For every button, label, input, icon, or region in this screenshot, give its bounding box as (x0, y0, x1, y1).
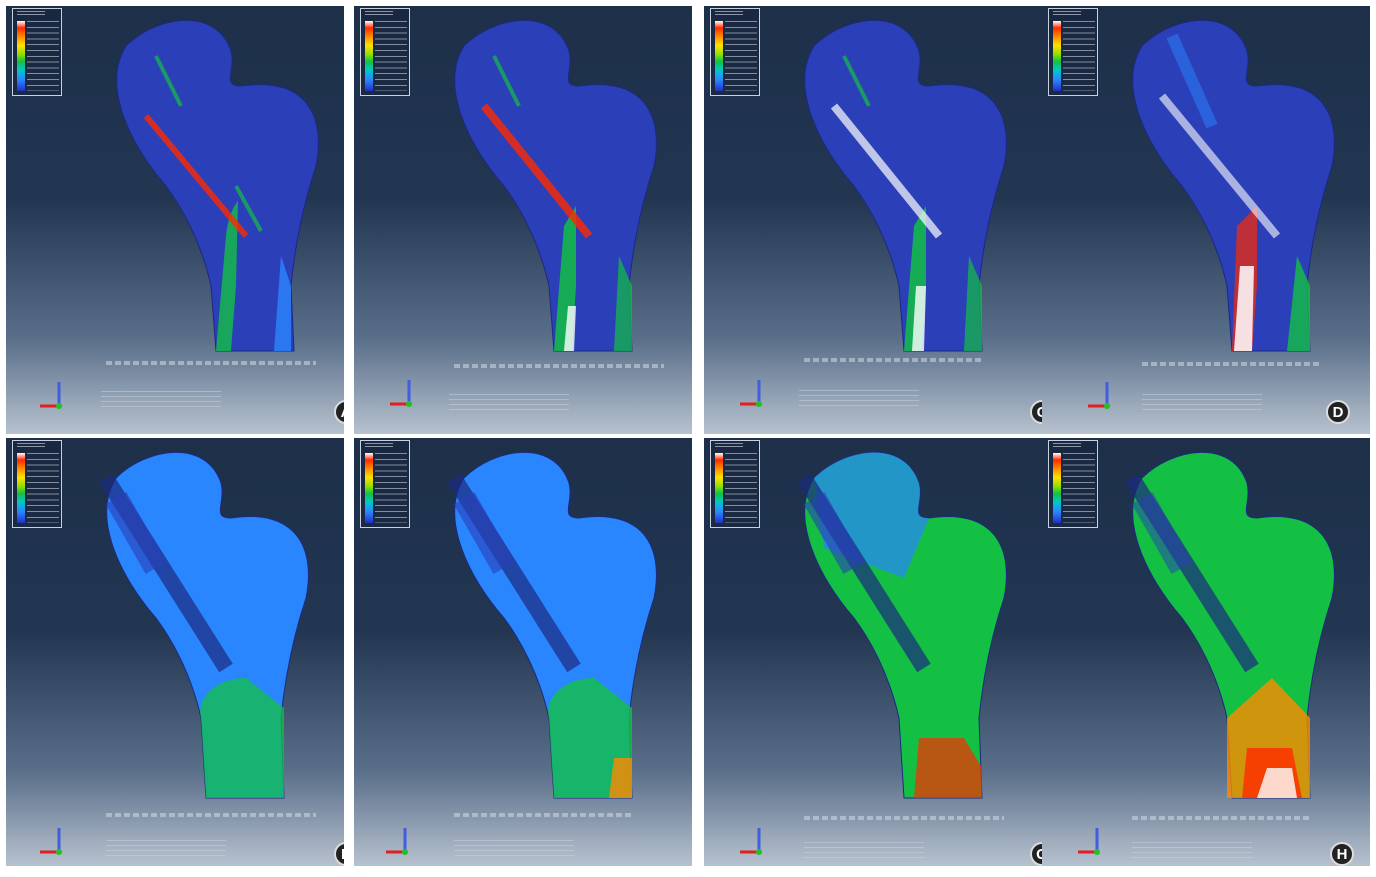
step-info (1142, 394, 1262, 414)
panel-label-d: D (1326, 400, 1350, 424)
panel-g: G (704, 438, 1042, 866)
femur-model (797, 451, 1007, 799)
axis-triad-icon (1088, 382, 1110, 409)
figure-grid: A B (6, 6, 1370, 872)
color-legend (360, 8, 410, 96)
color-legend (360, 440, 410, 528)
axis-triad-icon (390, 380, 412, 407)
panel-b: B (354, 6, 692, 434)
axis-triad-icon (740, 380, 762, 407)
caption-line (454, 813, 634, 817)
caption-line (454, 364, 664, 368)
panel-d: D (1042, 6, 1370, 434)
femur-model (454, 19, 657, 352)
color-legend (710, 440, 760, 528)
panel-label-h: H (1330, 842, 1354, 866)
axis-triad-icon (740, 828, 762, 855)
caption-line (106, 813, 316, 817)
femur-model (116, 19, 319, 352)
step-info (101, 391, 221, 411)
step-info (1132, 842, 1252, 862)
caption-line (804, 816, 1004, 820)
panel-a: A (6, 6, 344, 434)
step-info (449, 394, 569, 414)
panel-e: E (6, 438, 344, 866)
axis-triad-icon (40, 828, 62, 855)
caption-line (106, 361, 316, 365)
step-info (804, 842, 924, 862)
axis-triad-icon (40, 382, 62, 409)
color-legend (710, 8, 760, 96)
step-info (799, 390, 919, 410)
color-legend (1048, 440, 1098, 528)
step-info (106, 840, 226, 860)
femur-model (1132, 19, 1335, 352)
color-legend (1048, 8, 1098, 96)
panel-f: F (354, 438, 692, 866)
panel-c: C (704, 6, 1042, 434)
axis-triad-icon (386, 828, 408, 855)
color-legend (12, 440, 62, 528)
femur-model (99, 451, 309, 799)
femur-model (804, 19, 1007, 352)
color-legend (12, 8, 62, 96)
panel-h: H (1042, 438, 1370, 866)
caption-line (804, 358, 984, 362)
femur-model (447, 451, 657, 799)
caption-line (1132, 816, 1312, 820)
step-info (454, 840, 574, 860)
caption-line (1142, 362, 1322, 366)
femur-model (1125, 451, 1335, 799)
axis-triad-icon (1078, 828, 1100, 855)
